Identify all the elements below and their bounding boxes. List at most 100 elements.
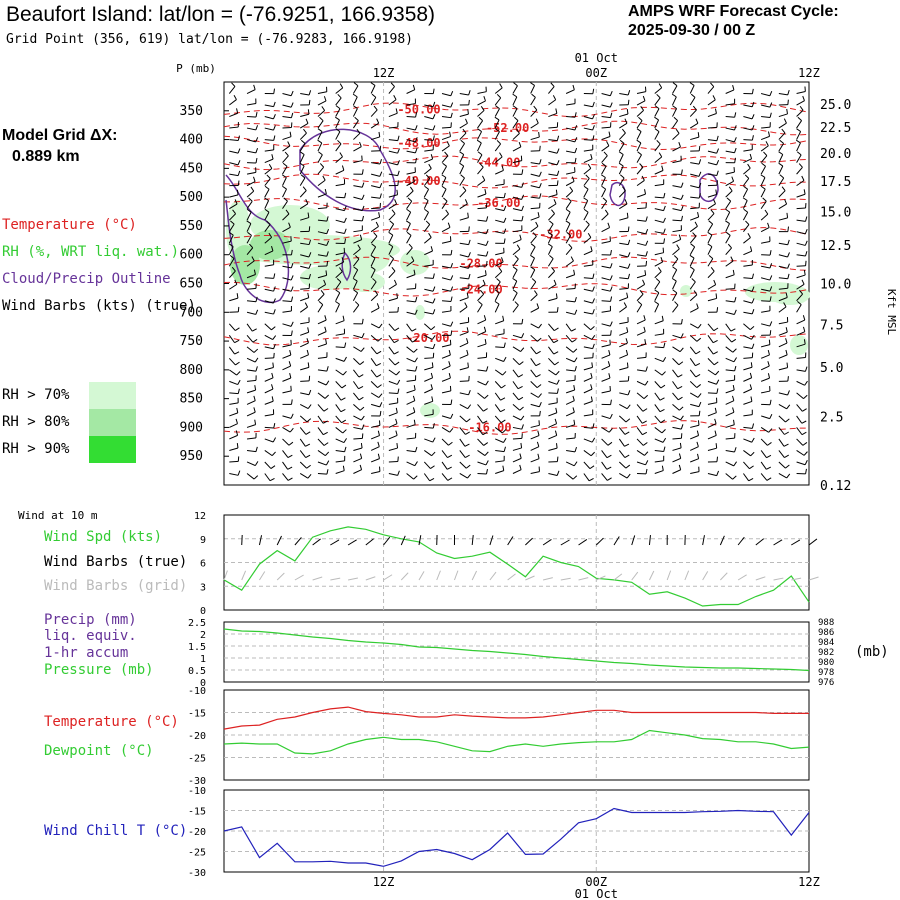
wind-barb-flag xyxy=(530,254,535,259)
wind-barb-flag xyxy=(395,371,401,376)
wind-barb-flag xyxy=(290,413,294,419)
pressure-tick-label: 350 xyxy=(180,104,203,119)
wind-barb-flag xyxy=(769,102,773,108)
wind-barb xyxy=(601,213,609,221)
wind-barb-flag xyxy=(414,125,418,131)
wind-barb xyxy=(743,438,752,443)
wind-barb xyxy=(654,131,660,140)
wind-barb xyxy=(477,142,482,152)
wind-barb xyxy=(601,116,611,119)
rh-shade-blob xyxy=(420,403,440,418)
wind-barb-flag xyxy=(679,406,684,411)
wind-barb-flag xyxy=(358,386,364,390)
wind-barb xyxy=(388,150,398,154)
wind-barb xyxy=(796,304,802,313)
wind-barb xyxy=(743,139,753,141)
wind-barb-flag xyxy=(288,441,294,446)
wind-barb xyxy=(388,99,397,106)
legend-temperature: Temperature (°C) xyxy=(2,217,137,233)
wind-barb-flag xyxy=(373,105,378,111)
wind-barb xyxy=(300,331,309,336)
wind-barb-flag xyxy=(734,112,737,118)
wind-barb-flag xyxy=(326,228,330,234)
wind-barb-flag xyxy=(760,174,766,178)
wind-barb xyxy=(317,131,323,140)
wind-barb-flag xyxy=(574,137,578,143)
wind-barb-flag xyxy=(342,371,347,376)
wind-barb-flag xyxy=(726,231,731,236)
wind-barb xyxy=(654,156,663,163)
wind-barb xyxy=(548,150,558,154)
wind-barb xyxy=(778,461,786,469)
wind-barb-flag xyxy=(432,298,436,304)
wind-barb-flag xyxy=(432,114,436,120)
wind-barb xyxy=(264,116,274,120)
wind-barb xyxy=(743,461,750,469)
wind-barb-flag xyxy=(624,199,628,205)
wind-barb xyxy=(672,248,680,256)
wind-barb-flag xyxy=(503,437,507,443)
wind-barb xyxy=(246,437,257,440)
wind-barb xyxy=(583,366,593,371)
wind-barb xyxy=(548,369,557,376)
wind-barb xyxy=(565,473,574,480)
wind-barb xyxy=(423,188,430,198)
time-tick-bottom-label: 12Z xyxy=(798,875,820,889)
wind-barb xyxy=(796,180,805,187)
wind-barb xyxy=(299,177,306,186)
wind-barb-grid xyxy=(791,577,802,581)
wind-barb-flag xyxy=(600,174,606,178)
wind-barb-flag xyxy=(465,431,470,435)
wind-barb-flag xyxy=(733,309,737,315)
wind-barb-flag xyxy=(521,215,524,221)
wind-barb-flag xyxy=(537,212,540,218)
wind-barb xyxy=(459,132,467,140)
wind-barb-flag xyxy=(414,137,418,143)
wind-barb xyxy=(459,203,468,210)
wind-barb xyxy=(424,438,433,443)
wind-barb xyxy=(299,450,307,458)
wind-barb xyxy=(335,292,341,301)
wind-barb xyxy=(636,219,647,222)
wind-barb xyxy=(760,438,768,446)
wind-barb-flag xyxy=(361,332,365,338)
wind-barb-flag xyxy=(680,424,684,430)
wind-barb xyxy=(761,93,770,97)
wind-barb-flag xyxy=(574,366,577,372)
wind-barb xyxy=(760,473,768,481)
wind-barb-flag xyxy=(305,431,311,435)
wind-barb-flag xyxy=(689,82,695,86)
wind-barb-flag xyxy=(253,269,256,275)
wind-barb xyxy=(388,447,398,451)
wind-barb xyxy=(512,160,522,164)
wind-barb xyxy=(530,207,540,210)
wind-barb-flag xyxy=(655,278,661,283)
wind-barb-flag xyxy=(425,174,431,179)
wind-barb-flag xyxy=(308,263,312,269)
wind-barb-flag xyxy=(645,240,649,246)
wind-barb xyxy=(246,311,256,315)
wind-barb-flag xyxy=(430,246,434,252)
wind-barb xyxy=(548,112,558,118)
wind-barb-flag xyxy=(499,152,503,158)
wind-barb xyxy=(424,277,434,279)
wind-barb xyxy=(494,119,500,129)
wind-barb-flag xyxy=(308,389,312,395)
wind-barb-flag xyxy=(573,461,578,467)
wind-barb-flag xyxy=(379,159,382,165)
wind-barb xyxy=(441,354,451,359)
wind-barb xyxy=(229,139,239,142)
rh-shade-blob xyxy=(770,285,810,305)
wind-barb xyxy=(317,404,325,412)
wind-barb-flag xyxy=(324,326,327,332)
wind-barb xyxy=(229,203,238,210)
wind-barb xyxy=(637,207,647,210)
height-tick-label: 10.0 xyxy=(820,278,851,293)
wind-barb-flag xyxy=(281,174,287,178)
wind-barb xyxy=(548,447,558,451)
wind-barb-flag xyxy=(750,451,755,457)
wind-barb-flag xyxy=(552,95,557,100)
wind-barb xyxy=(672,457,681,463)
wind-barb-flag xyxy=(787,263,790,269)
wind-barb xyxy=(228,213,236,221)
